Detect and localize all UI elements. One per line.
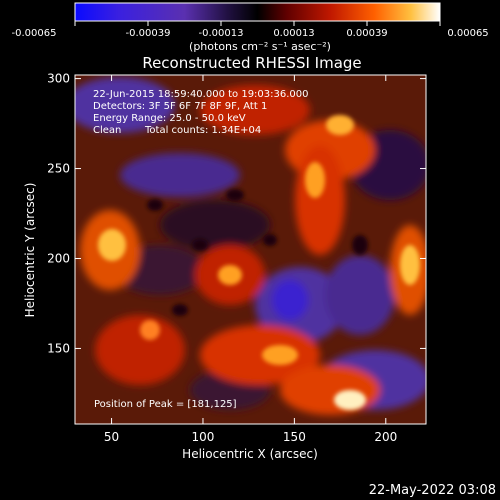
x-tick-label: 200 (374, 430, 397, 444)
colorbar-ticks: -0.00065 -0.00039 -0.00013 0.00013 0.00039 0.… (12, 21, 489, 39)
y-tick-label: 150 (47, 341, 70, 355)
annotation-energy: Energy Range: 25.0 - 50.0 keV (93, 113, 246, 124)
x-tick-label: 150 (283, 430, 306, 444)
y-tick-label: 250 (47, 162, 70, 176)
colorbar-tick-label: 0.00039 (346, 28, 387, 39)
chart-title: Reconstructed RHESSI Image (142, 54, 361, 72)
y-tick-label: 200 (47, 251, 70, 265)
y-tick-label: 300 (47, 72, 70, 86)
annotations: 22-Jun-2015 18:59:40.000 to 19:03:36.000… (93, 89, 309, 410)
colorbar-tick-label: -0.00039 (126, 28, 171, 39)
colorbar-tick-label: 0.00065 (447, 28, 488, 39)
y-axis-ticks: 150 200 250 300 (47, 72, 426, 355)
x-axis-ticks: 50 100 150 200 (104, 75, 397, 444)
annotation-peak: Position of Peak = [181,125] (94, 399, 237, 410)
y-axis-label: Heliocentric Y (arcsec) (23, 183, 37, 318)
plot-frame (74, 74, 427, 425)
colorbar-units: (photons cm⁻² s⁻¹ asec⁻²) (189, 40, 331, 53)
heatmap-image (75, 75, 426, 424)
x-tick-label: 100 (192, 430, 215, 444)
annotation-method: Clean (93, 125, 121, 136)
colorbar-tick-label: -0.00013 (199, 28, 244, 39)
footer-date: 22-May-2022 03:08 (369, 483, 496, 498)
x-axis-label: Heliocentric X (arcsec) (182, 447, 318, 461)
annotation-detectors: Detectors: 3F 5F 6F 7F 8F 9F, Att 1 (93, 101, 267, 112)
annotation-counts: Total counts: 1.34E+04 (144, 125, 261, 136)
colorbar-tick-label: -0.00065 (12, 28, 57, 39)
colorbar-tick-label: 0.00013 (273, 28, 314, 39)
annotation-time: 22-Jun-2015 18:59:40.000 to 19:03:36.000 (93, 89, 309, 100)
colorbar (74, 2, 441, 22)
x-tick-label: 50 (104, 430, 119, 444)
